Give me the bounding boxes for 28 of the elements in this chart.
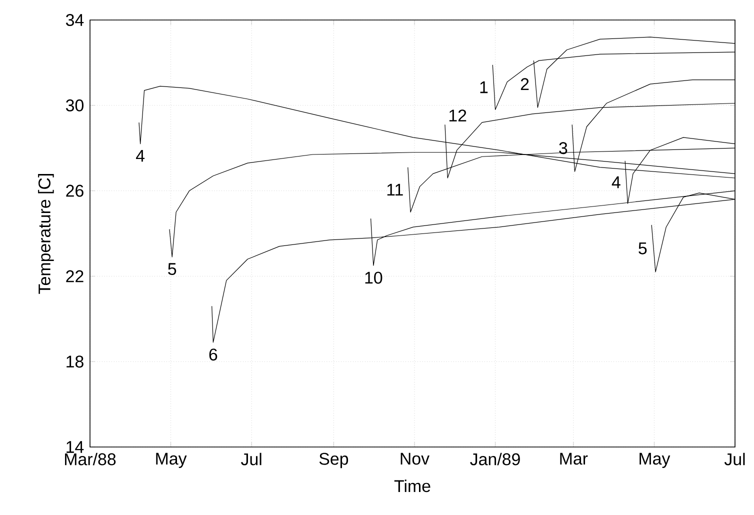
x-tick-label: Nov: [400, 452, 430, 465]
y-tick-label: 14: [66, 441, 84, 453]
y-tick-label: 30: [66, 99, 84, 112]
y-tick-label: 18: [66, 356, 84, 368]
x-tick-label: Jul: [724, 452, 745, 466]
series-label: 12: [449, 110, 466, 122]
x-tick-label: May: [640, 452, 670, 468]
x-tick-label: Mar/88: [65, 452, 116, 466]
x-tick-label: Mar: [560, 452, 588, 465]
y-tick-label: 26: [66, 184, 84, 197]
series-label: 5: [168, 263, 176, 276]
series-label: 4: [612, 176, 620, 188]
series-label: 4: [136, 150, 145, 162]
x-axis-title: Time: [394, 480, 430, 492]
x-tick-label: Jan/89: [470, 452, 520, 466]
x-tick-label: Sep: [319, 452, 348, 468]
x-tick-label: Jul: [241, 452, 262, 466]
x-tick-label: May: [156, 452, 187, 468]
series-label: 5: [638, 242, 647, 254]
series-label: 3: [559, 142, 568, 154]
y-tick-label: 22: [66, 270, 84, 282]
y-tick-label: 34: [66, 14, 84, 26]
series-label: 2: [520, 78, 529, 90]
series-label: 10: [365, 272, 382, 284]
series-label: 11: [387, 184, 403, 196]
series-label: 6: [209, 348, 218, 361]
series-label: 1: [480, 81, 488, 94]
y-axis-title: Temperature [C]: [38, 174, 54, 294]
